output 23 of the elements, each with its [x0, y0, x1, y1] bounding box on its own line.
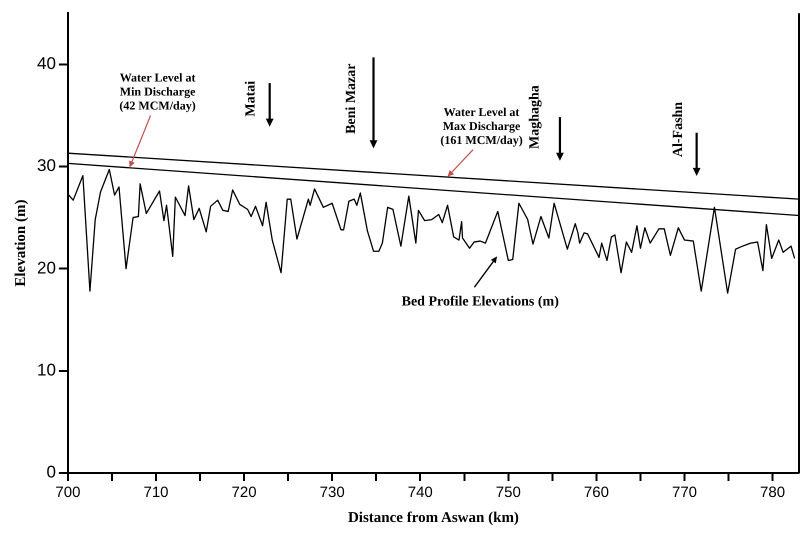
y-tick-label: 10 [36, 360, 56, 380]
x-tick-label: 720 [232, 484, 257, 502]
y-tick-label: 20 [36, 258, 56, 278]
annotation: Matai [243, 80, 258, 117]
annotation: Water Level at Max Discharge (161 MCM/day) [440, 104, 523, 147]
annotation: Beni Mazar [344, 64, 360, 134]
x-tick-label: 700 [55, 484, 80, 502]
y-tick-label: 40 [36, 54, 56, 73]
y-tick-label: 30 [36, 156, 56, 176]
x-tick-label: 780 [760, 484, 786, 502]
x-tick-label: 750 [496, 484, 521, 502]
y-axis-title: Elevation (m) [12, 200, 29, 287]
annotation: Water Level at Min Discharge (42 MCM/day) [119, 70, 196, 113]
x-tick-label: 730 [320, 484, 345, 502]
x-tick-label: 770 [672, 484, 698, 502]
x-axis-title: Distance from Aswan (km) [348, 510, 519, 526]
x-tick-label: 760 [584, 484, 609, 502]
y-tick-label: 0 [46, 462, 56, 482]
x-tick-label: 710 [143, 484, 169, 502]
annotation: Bed Profile Elevations (m) [402, 294, 560, 310]
x-tick-label: 740 [408, 484, 433, 502]
annotation: Maghagha [528, 85, 543, 150]
annotation: Al-Fashn [670, 102, 686, 158]
